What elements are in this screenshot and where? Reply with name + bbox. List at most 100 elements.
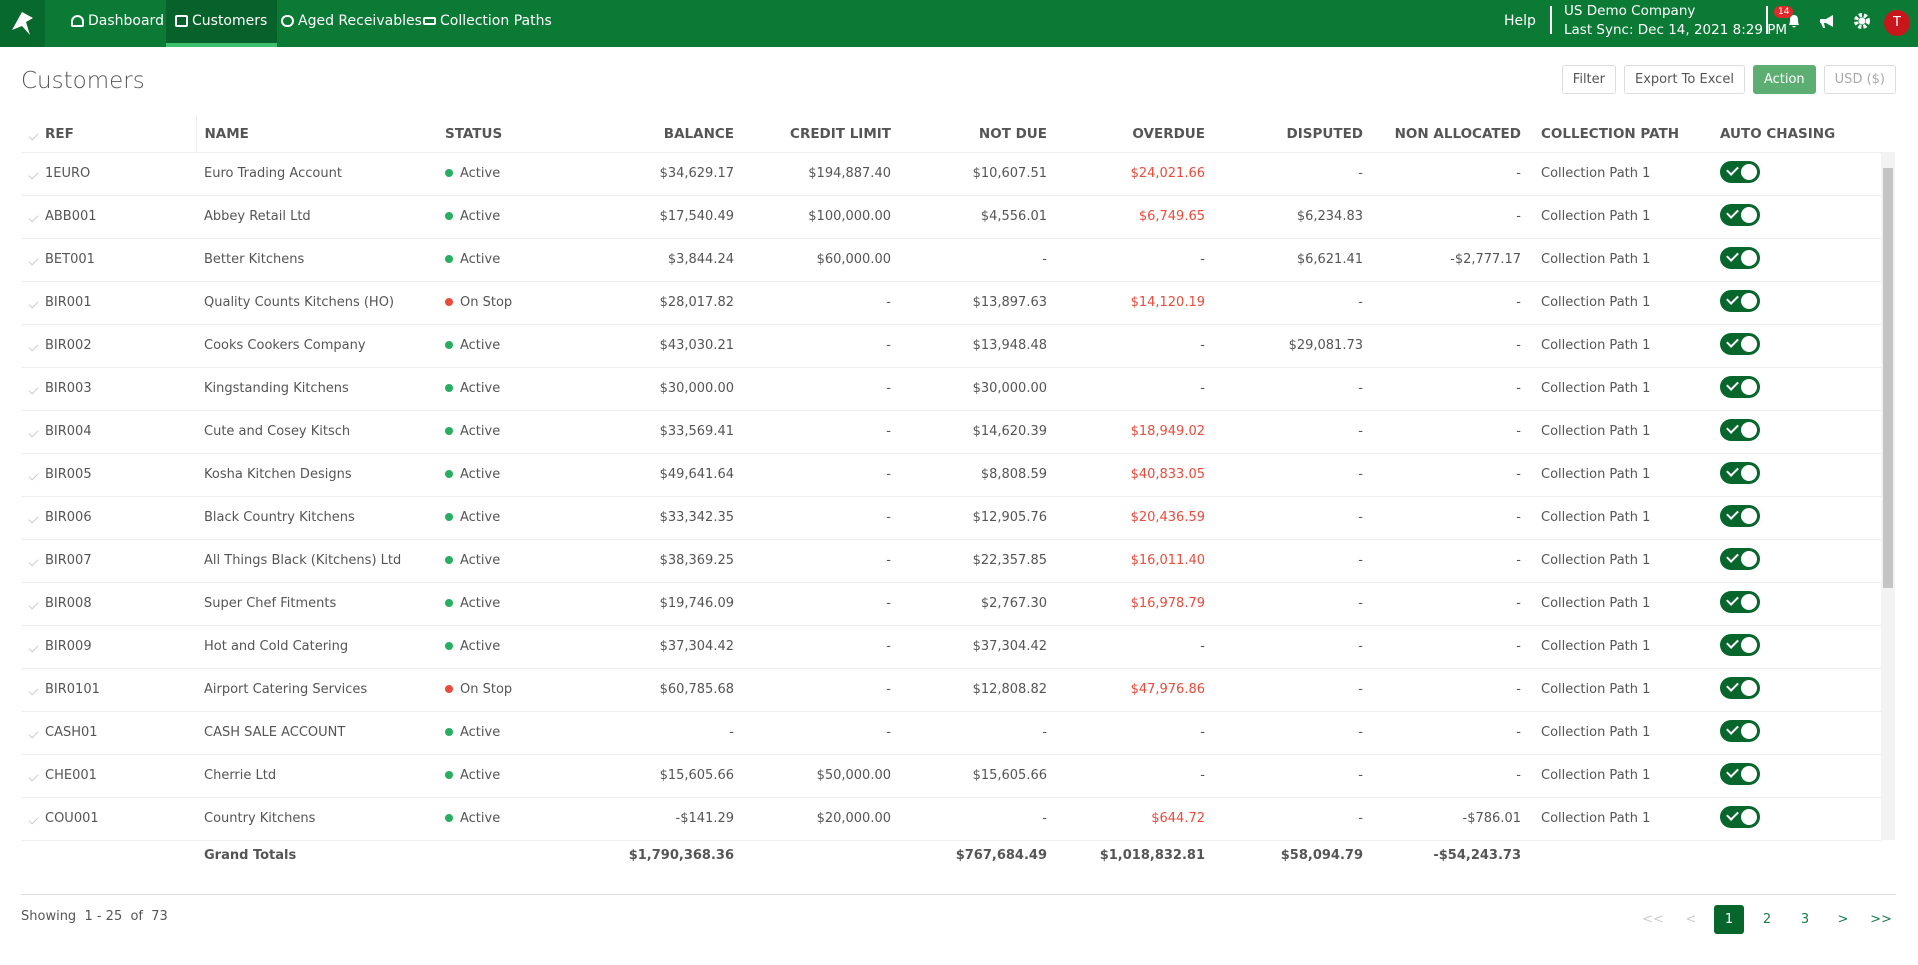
toggle-switch[interactable] [1720,203,1760,226]
toggle-switch[interactable] [1720,547,1760,570]
customer-row[interactable]: BIR004 Cute and Cosey Kitsch Active $33,569… [21,410,1881,454]
page-link[interactable]: < [1685,912,1697,927]
checkbox[interactable] [28,556,39,567]
checkbox[interactable] [28,384,39,395]
avatar[interactable]: T [1884,10,1910,36]
nav-customers[interactable]: Customers [166,0,278,47]
checkbox[interactable] [28,212,39,223]
toggle-switch[interactable] [1720,375,1760,398]
row-select[interactable] [21,281,45,325]
announce-icon[interactable] [1818,12,1836,30]
customer-row[interactable]: BIR003 Kingstanding Kitchens Active $30,000… [21,367,1881,411]
column-header[interactable]: STATUS [437,116,587,153]
row-select[interactable] [21,797,45,841]
toggle-switch[interactable] [1720,719,1760,742]
checkbox[interactable] [28,642,39,653]
customer-row[interactable]: CASH01 CASH SALE ACCOUNT Active - - - - - - Colle… [21,711,1881,755]
page-link[interactable]: 2 [1762,912,1772,927]
checkbox[interactable] [28,814,39,825]
row-select[interactable] [21,711,45,755]
column-header[interactable]: CREDIT LIMIT [746,116,903,153]
row-select[interactable] [21,496,45,540]
nav-dashboard[interactable]: Dashboard [62,0,174,47]
settings-icon[interactable] [1853,12,1871,30]
toggle-switch[interactable] [1720,160,1760,183]
row-select[interactable] [21,367,45,411]
help-link[interactable]: Help [1504,13,1536,29]
checkbox[interactable] [28,470,39,481]
customer-row[interactable]: BIR008 Super Chef Fitments Active $19,746.0… [21,582,1881,626]
checkbox[interactable] [28,599,39,610]
row-select[interactable] [21,539,45,583]
row-select[interactable] [21,238,45,282]
row-select[interactable] [21,668,45,712]
toolbar-button[interactable]: Action [1752,65,1816,94]
toggle-switch[interactable] [1720,590,1760,613]
column-header[interactable]: AUTO CHASING [1712,116,1881,153]
customer-row[interactable]: BIR005 Kosha Kitchen Designs Active $49,641… [21,453,1881,497]
customer-row[interactable]: 1EURO Euro Trading Account Active $34,629.1… [21,152,1881,196]
toolbar-button[interactable]: USD ($) [1823,65,1896,94]
checkbox[interactable] [28,169,39,180]
row-select[interactable] [21,453,45,497]
logo[interactable] [0,0,45,47]
checkbox[interactable] [28,771,39,782]
row-select[interactable] [21,410,45,454]
toggle-switch[interactable] [1720,504,1760,527]
column-header[interactable]: REF [45,116,196,153]
toolbar-button[interactable]: Filter [1561,65,1616,94]
customer-row[interactable]: BIR001 Quality Counts Kitchens (HO) On Sto… [21,281,1881,325]
column-header[interactable]: NAME [195,116,437,153]
toggle-switch[interactable] [1720,289,1760,312]
toggle-switch[interactable] [1720,461,1760,484]
customer-row[interactable]: BIR009 Hot and Cold Catering Active $37,304… [21,625,1881,669]
company-name[interactable]: US Demo Company [1564,3,1696,19]
select-all[interactable] [21,116,45,153]
page-link[interactable]: > [1837,912,1849,927]
customer-row[interactable]: BIR0101 Airport Catering Services On Stop $… [21,668,1881,712]
column-header[interactable]: DISPUTED [1217,116,1375,153]
scroll-thumb[interactable] [1883,168,1893,588]
row-select[interactable] [21,195,45,239]
page-link[interactable]: 3 [1800,912,1810,927]
row-select[interactable] [21,754,45,798]
toggle-switch[interactable] [1720,676,1760,699]
customer-row[interactable]: BIR007 All Things Black (Kitchens) Ltd Act… [21,539,1881,583]
scrollbar[interactable] [1881,152,1895,840]
column-header[interactable]: OVERDUE [1059,116,1217,153]
row-select[interactable] [21,152,45,196]
customer-row[interactable]: BIR002 Cooks Cookers Company Active $43,030… [21,324,1881,368]
checkbox[interactable] [28,427,39,438]
customer-row[interactable]: COU001 Country Kitchens Active -$141.29 $20,… [21,797,1881,841]
page-link[interactable]: 1 [1714,905,1744,934]
column-header[interactable]: NOT DUE [903,116,1059,153]
row-select[interactable] [21,582,45,626]
column-header[interactable]: BALANCE [587,116,746,153]
page-link[interactable]: >> [1870,912,1892,927]
nav-aged-receivables[interactable]: Aged Receivables [272,0,432,47]
row-select[interactable] [21,324,45,368]
bell-icon[interactable] [1785,12,1803,30]
toggle-switch[interactable] [1720,762,1760,785]
column-header[interactable]: NON ALLOCATED [1375,116,1533,153]
checkbox[interactable] [28,728,39,739]
toggle-switch[interactable] [1720,332,1760,355]
customer-row[interactable]: ABB001 Abbey Retail Ltd Active $17,540.49 $1… [21,195,1881,239]
toggle-switch[interactable] [1720,805,1760,828]
checkbox[interactable] [28,130,39,141]
toggle-switch[interactable] [1720,633,1760,656]
checkbox[interactable] [28,255,39,266]
toggle-switch[interactable] [1720,246,1760,269]
toggle-switch[interactable] [1720,418,1760,441]
row-select[interactable] [21,625,45,669]
checkbox[interactable] [28,298,39,309]
page-link[interactable]: << [1642,912,1664,927]
column-header[interactable]: COLLECTION PATH [1533,116,1712,153]
checkbox[interactable] [28,341,39,352]
customer-row[interactable]: BIR006 Black Country Kitchens Active $33,34… [21,496,1881,540]
customer-row[interactable]: CHE001 Cherrie Ltd Active $15,605.66 $50,000… [21,754,1881,798]
nav-collection-paths[interactable]: Collection Paths [414,0,562,47]
checkbox[interactable] [28,685,39,696]
checkbox[interactable] [28,513,39,524]
customer-row[interactable]: BET001 Better Kitchens Active $3,844.24 $60,… [21,238,1881,282]
